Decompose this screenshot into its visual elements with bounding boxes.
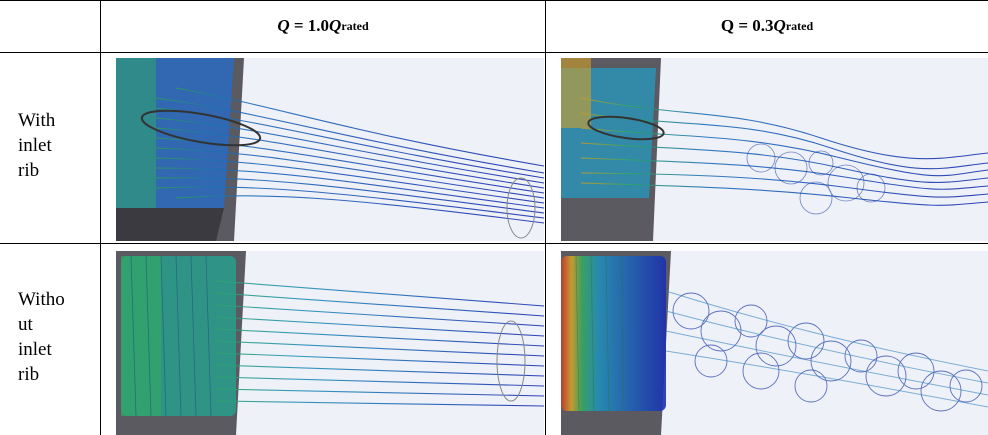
row-label-line: rib (18, 160, 40, 181)
header-equation: Q = 0.3 (720, 16, 774, 35)
streamline-image-with-rib-rated (116, 58, 544, 241)
row-label-with-rib: With inlet rib (18, 108, 55, 183)
label-column-divider (100, 0, 101, 435)
row-label-line: Witho (18, 289, 65, 310)
row-label-line: rib (18, 364, 40, 385)
flow-variable: Q (277, 16, 290, 35)
streamline-image-without-rib-partload (561, 251, 988, 435)
rated-subscript: rated (785, 18, 814, 33)
row-label-line: inlet (18, 339, 52, 360)
streamline-image-without-rib-rated (116, 251, 544, 435)
row-label-line: inlet (18, 135, 52, 156)
rated-subscript: rated (341, 18, 369, 33)
header-divider (0, 52, 988, 53)
flow-variable-rated: Q (329, 16, 342, 35)
row-divider (0, 243, 988, 244)
row-label-line: ut (18, 314, 33, 335)
column-divider (545, 0, 546, 435)
header-equation: = 1.0 (289, 16, 330, 35)
streamline-image-with-rib-partload (561, 58, 988, 241)
table-top-border (0, 0, 988, 1)
flow-variable-rated: Q (773, 16, 786, 35)
row-label-line: With (18, 110, 56, 131)
row-label-without-rib: Witho ut inlet rib (18, 287, 65, 387)
